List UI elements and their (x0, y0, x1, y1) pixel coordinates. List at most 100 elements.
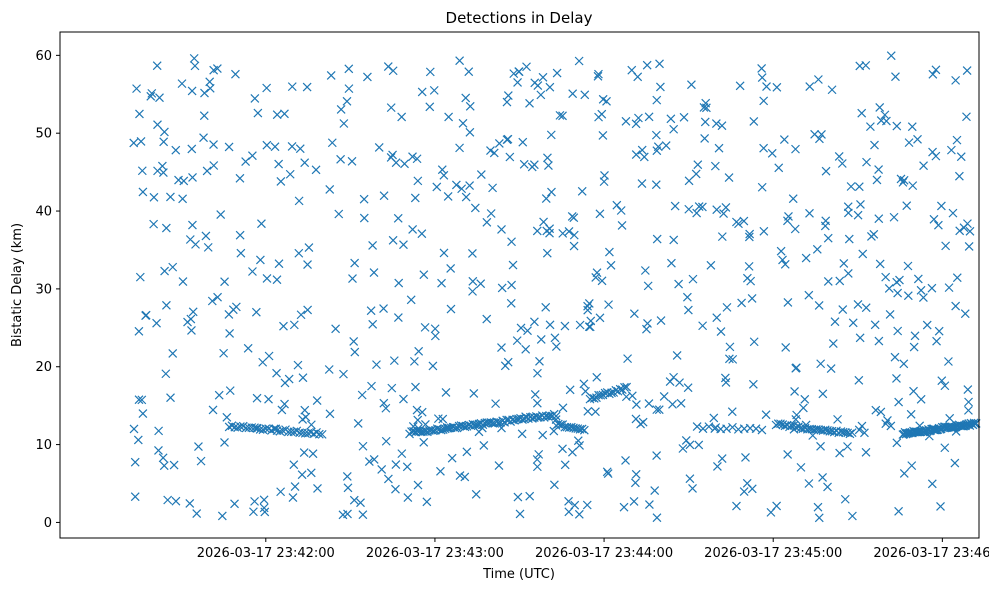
detection-point (719, 209, 728, 219)
detection-point (549, 480, 559, 490)
detection-point (688, 274, 698, 284)
detection-point (892, 374, 901, 383)
detection-point (225, 328, 235, 338)
detection-point (461, 192, 471, 202)
detection-point (783, 450, 793, 459)
detection-point (482, 217, 492, 227)
detection-point (940, 381, 950, 391)
detection-point (644, 500, 654, 510)
detection-point (717, 454, 727, 464)
detection-point (297, 470, 307, 480)
detection-point (308, 449, 318, 459)
detection-point (681, 436, 691, 445)
detection-point (250, 496, 260, 506)
detection-point (379, 304, 388, 313)
detection-point (776, 419, 785, 429)
detection-point (325, 409, 335, 419)
detection-point (468, 276, 478, 286)
detection-point (134, 326, 144, 336)
detection-point (710, 161, 720, 171)
detection-point (587, 393, 597, 403)
detection-point (928, 69, 938, 79)
detection-point (289, 460, 299, 470)
detection-point (698, 321, 708, 331)
detection-point (916, 394, 926, 404)
detection-point (183, 317, 192, 327)
detection-point (500, 361, 510, 371)
detection-point (209, 65, 219, 75)
detection-point (748, 379, 758, 389)
detection-point (303, 305, 313, 315)
detection-point (261, 424, 271, 434)
detection-point (280, 399, 289, 409)
detection-point (551, 342, 561, 351)
detection-point (339, 369, 348, 379)
detection-point (963, 385, 973, 394)
detection-point (890, 352, 900, 362)
detection-point (302, 82, 312, 92)
detection-point (874, 214, 884, 224)
detection-point (583, 305, 593, 315)
detection-point (683, 383, 693, 393)
detection-point (962, 66, 972, 75)
detection-point (529, 317, 539, 327)
detection-point (303, 260, 312, 269)
detection-point (455, 471, 465, 481)
detection-point (249, 507, 258, 517)
detection-point (220, 277, 229, 287)
y-tick-label: 60 (35, 49, 52, 64)
detection-point (804, 290, 814, 300)
detection-point (560, 460, 570, 470)
detection-point (776, 246, 786, 256)
detection-point (861, 447, 871, 457)
detection-point (213, 292, 222, 302)
detection-point (814, 301, 824, 310)
detection-point (298, 373, 308, 383)
detection-point (438, 414, 448, 424)
detection-point (724, 354, 734, 364)
detection-point (656, 316, 666, 325)
detection-point (728, 354, 738, 364)
detection-point (666, 114, 676, 124)
detection-point (830, 317, 840, 327)
detection-point (262, 273, 272, 283)
detection-point (583, 301, 592, 311)
detection-point (393, 213, 403, 223)
detection-point (187, 86, 197, 96)
detection-point (132, 84, 141, 94)
detection-point (816, 441, 825, 451)
detection-point (296, 310, 306, 320)
detection-point (604, 247, 614, 257)
detection-point (964, 397, 973, 407)
detection-point (295, 144, 305, 154)
detection-point (670, 201, 680, 211)
detection-point (735, 81, 745, 91)
detection-point (907, 461, 917, 471)
detection-point (541, 302, 551, 312)
detection-point (575, 441, 584, 450)
detection-point (892, 121, 902, 131)
data-points (129, 51, 981, 523)
detection-point (353, 419, 363, 428)
y-tick-label: 30 (35, 282, 52, 297)
detection-point (389, 356, 399, 366)
detection-point (757, 73, 767, 83)
detection-point (870, 140, 879, 150)
detection-point (250, 423, 259, 433)
detection-point (364, 457, 374, 466)
detection-point (812, 244, 822, 254)
detection-point (668, 399, 677, 409)
detection-point (661, 141, 671, 151)
detection-point (551, 411, 561, 421)
detection-point (856, 200, 865, 209)
detection-point (916, 285, 926, 295)
detection-point (497, 343, 506, 352)
detection-point (464, 67, 474, 77)
detection-point (192, 509, 202, 519)
detection-point (508, 260, 518, 270)
detection-point (214, 390, 224, 400)
detection-point (522, 62, 531, 72)
detection-point (783, 298, 793, 307)
detection-point (545, 320, 555, 330)
detection-point (179, 176, 189, 186)
